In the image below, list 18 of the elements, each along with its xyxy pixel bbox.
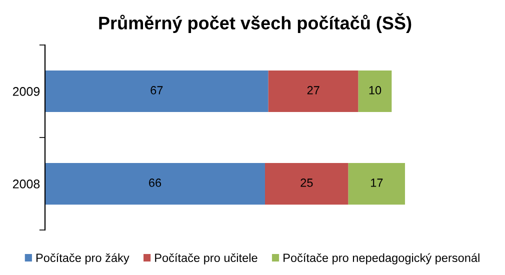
- bar: [268, 70, 358, 112]
- bar: [265, 162, 348, 205]
- legend-label: Počítače pro učitele: [155, 253, 258, 264]
- data-label: 27: [307, 86, 320, 94]
- bar: [45, 162, 265, 205]
- data-label: 17: [371, 178, 383, 187]
- bar: [358, 70, 392, 112]
- y-tick-label: 2008: [12, 180, 40, 188]
- bar: [45, 70, 268, 112]
- legend-label: Počítače pro nepedagogický personál: [284, 253, 480, 264]
- legend-label: Počítače pro žáky: [36, 253, 130, 264]
- bar: [348, 162, 405, 205]
- data-label: 66: [149, 178, 162, 187]
- data-label: 25: [300, 178, 313, 187]
- chart-title: Průměrný počet všech počítačů (SŠ): [99, 13, 412, 34]
- y-tick-label: 2009: [12, 87, 40, 96]
- data-label: 67: [150, 86, 163, 94]
- data-label: 10: [369, 86, 382, 94]
